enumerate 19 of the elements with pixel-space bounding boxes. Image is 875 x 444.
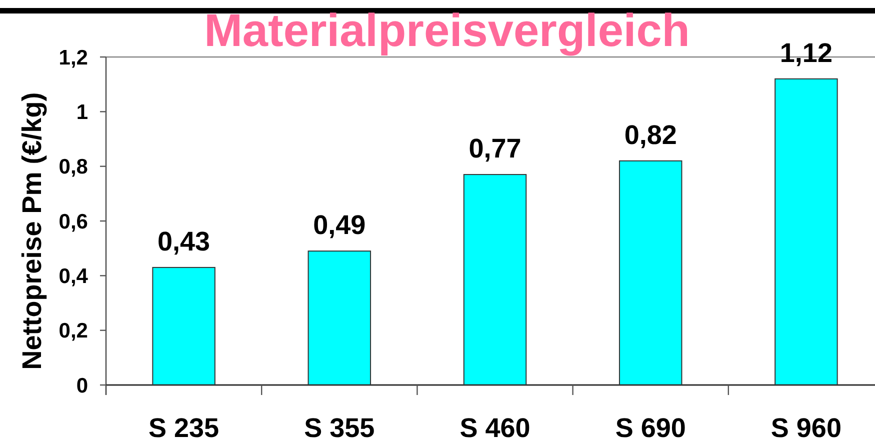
x-tick-label: S 460 xyxy=(460,413,530,443)
y-tick-label: 0,4 xyxy=(58,265,88,288)
y-axis-title: Nettopreise Pm (€/kg) xyxy=(17,92,47,370)
y-tick-label: 1 xyxy=(76,101,88,124)
data-label: 0,77 xyxy=(468,134,522,164)
x-tick-label: S 960 xyxy=(770,413,842,443)
x-tick-label: S 235 xyxy=(148,413,220,443)
data-label: 1,12 xyxy=(780,38,832,68)
y-tick-label: 0,6 xyxy=(58,210,88,234)
x-tick-label: S 355 xyxy=(304,413,375,443)
data-label: 0,43 xyxy=(158,226,210,256)
y-tick-label: 0,2 xyxy=(58,320,88,343)
data-label: 0,49 xyxy=(313,210,366,240)
y-tick-label: 1,2 xyxy=(58,46,88,70)
y-tick-label: 0,8 xyxy=(58,156,88,179)
data-label: 0,82 xyxy=(624,120,677,150)
x-tick-label: S 690 xyxy=(615,413,686,443)
chart-title: Materialpreisvergleich xyxy=(204,4,690,56)
y-tick-label: 0 xyxy=(76,374,88,398)
